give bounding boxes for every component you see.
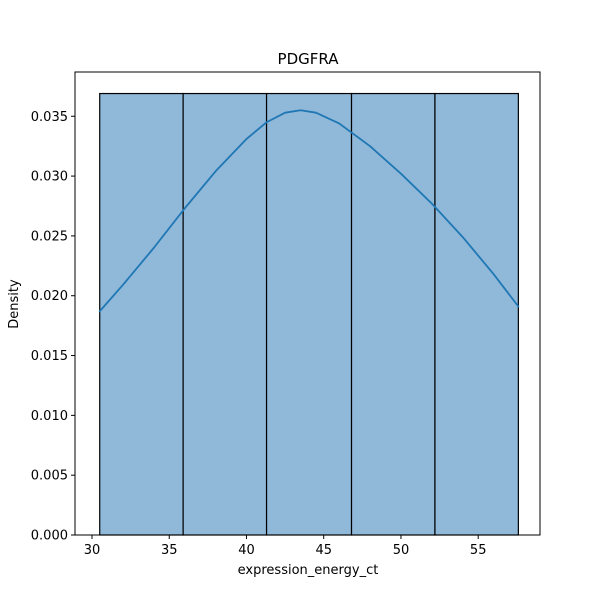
x-tick-label: 40 xyxy=(238,543,255,558)
y-tick-label: 0.000 xyxy=(31,529,68,544)
chart-title: PDGFRA xyxy=(278,50,340,68)
y-tick-label: 0.015 xyxy=(31,349,68,364)
histogram-bar-1 xyxy=(99,92,184,536)
axis-ticks: 30 35 40 45 50 55 0.000 0.005 0.010 0.015 0.020 0.0… xyxy=(31,110,487,558)
y-tick-label: 0.020 xyxy=(31,289,68,304)
plot-frame xyxy=(74,71,541,536)
histogram-bar-3 xyxy=(265,92,353,536)
kde-curve-layer xyxy=(98,109,520,313)
y-axis-title: Density xyxy=(7,279,22,329)
y-tick-label: 0.035 xyxy=(31,110,68,125)
x-tick-label: 35 xyxy=(161,543,178,558)
kde-line xyxy=(98,109,520,313)
y-tick-label: 0.010 xyxy=(31,409,68,424)
y-tick-label: 0.030 xyxy=(31,170,68,185)
histogram-bars xyxy=(99,92,519,536)
x-axis-title: expression_energy_ct xyxy=(238,563,379,578)
x-tick-label: 45 xyxy=(315,543,332,558)
x-tick-label: 55 xyxy=(470,543,487,558)
histogram-bar-2 xyxy=(182,92,268,536)
x-tick-label: 30 xyxy=(84,543,101,558)
histogram-bar-4 xyxy=(350,92,436,536)
y-tick-label: 0.025 xyxy=(31,229,68,244)
x-tick-label: 50 xyxy=(393,543,410,558)
histogram-bar-5 xyxy=(434,92,519,536)
y-tick-label: 0.005 xyxy=(31,469,68,484)
axes xyxy=(74,71,541,536)
